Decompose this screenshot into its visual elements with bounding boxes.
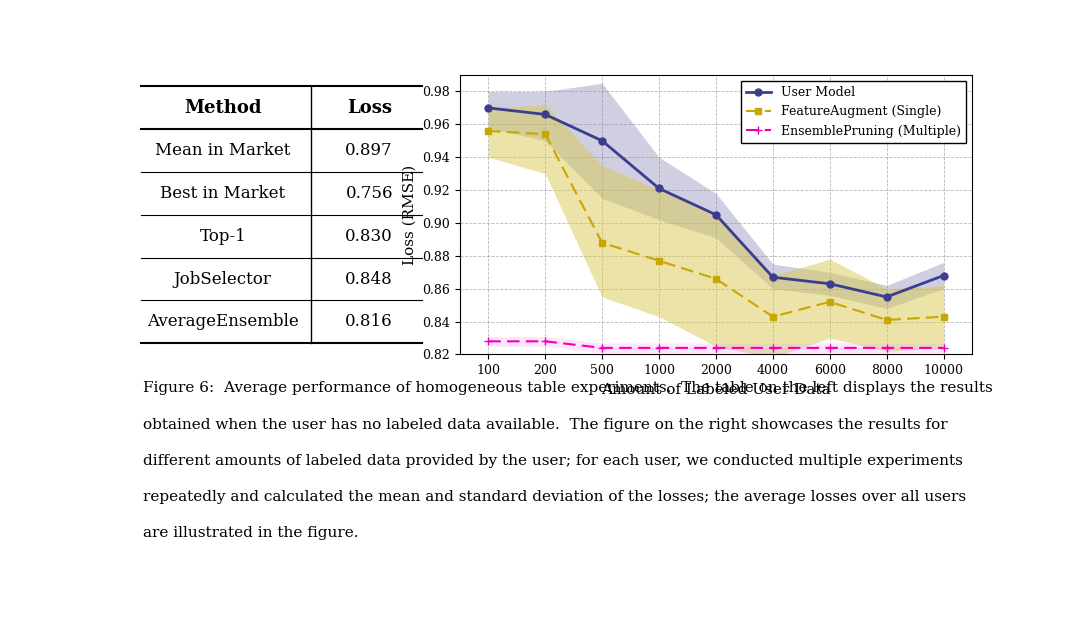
Text: different amounts of labeled data provided by the user; for each user, we conduc: different amounts of labeled data provid… bbox=[144, 454, 963, 468]
Text: Mean in Market: Mean in Market bbox=[156, 142, 291, 159]
Text: 0.848: 0.848 bbox=[346, 271, 393, 288]
Text: 0.897: 0.897 bbox=[346, 142, 393, 159]
Legend: User Model, FeatureAugment (Single), EnsemblePruning (Multiple): User Model, FeatureAugment (Single), Ens… bbox=[741, 81, 966, 142]
Text: obtained when the user has no labeled data available.  The figure on the right s: obtained when the user has no labeled da… bbox=[144, 418, 948, 431]
X-axis label: Amount of Labeled User Data: Amount of Labeled User Data bbox=[602, 382, 831, 397]
Y-axis label: Loss (RMSE): Loss (RMSE) bbox=[403, 164, 417, 265]
Text: 0.830: 0.830 bbox=[346, 228, 393, 244]
Text: 0.756: 0.756 bbox=[346, 185, 393, 202]
Text: Method: Method bbox=[184, 99, 261, 117]
Text: Figure 6:  Average performance of homogeneous table experiments.  The table on t: Figure 6: Average performance of homogen… bbox=[144, 381, 994, 396]
Text: 0.816: 0.816 bbox=[346, 313, 393, 331]
Text: AverageEnsemble: AverageEnsemble bbox=[147, 313, 299, 331]
Text: JobSelector: JobSelector bbox=[174, 271, 272, 288]
Text: are illustrated in the figure.: are illustrated in the figure. bbox=[144, 526, 359, 540]
Text: Loss: Loss bbox=[347, 99, 392, 117]
Text: Best in Market: Best in Market bbox=[160, 185, 285, 202]
Text: Top-1: Top-1 bbox=[200, 228, 246, 244]
Text: repeatedly and calculated the mean and standard deviation of the losses; the ave: repeatedly and calculated the mean and s… bbox=[144, 490, 967, 504]
